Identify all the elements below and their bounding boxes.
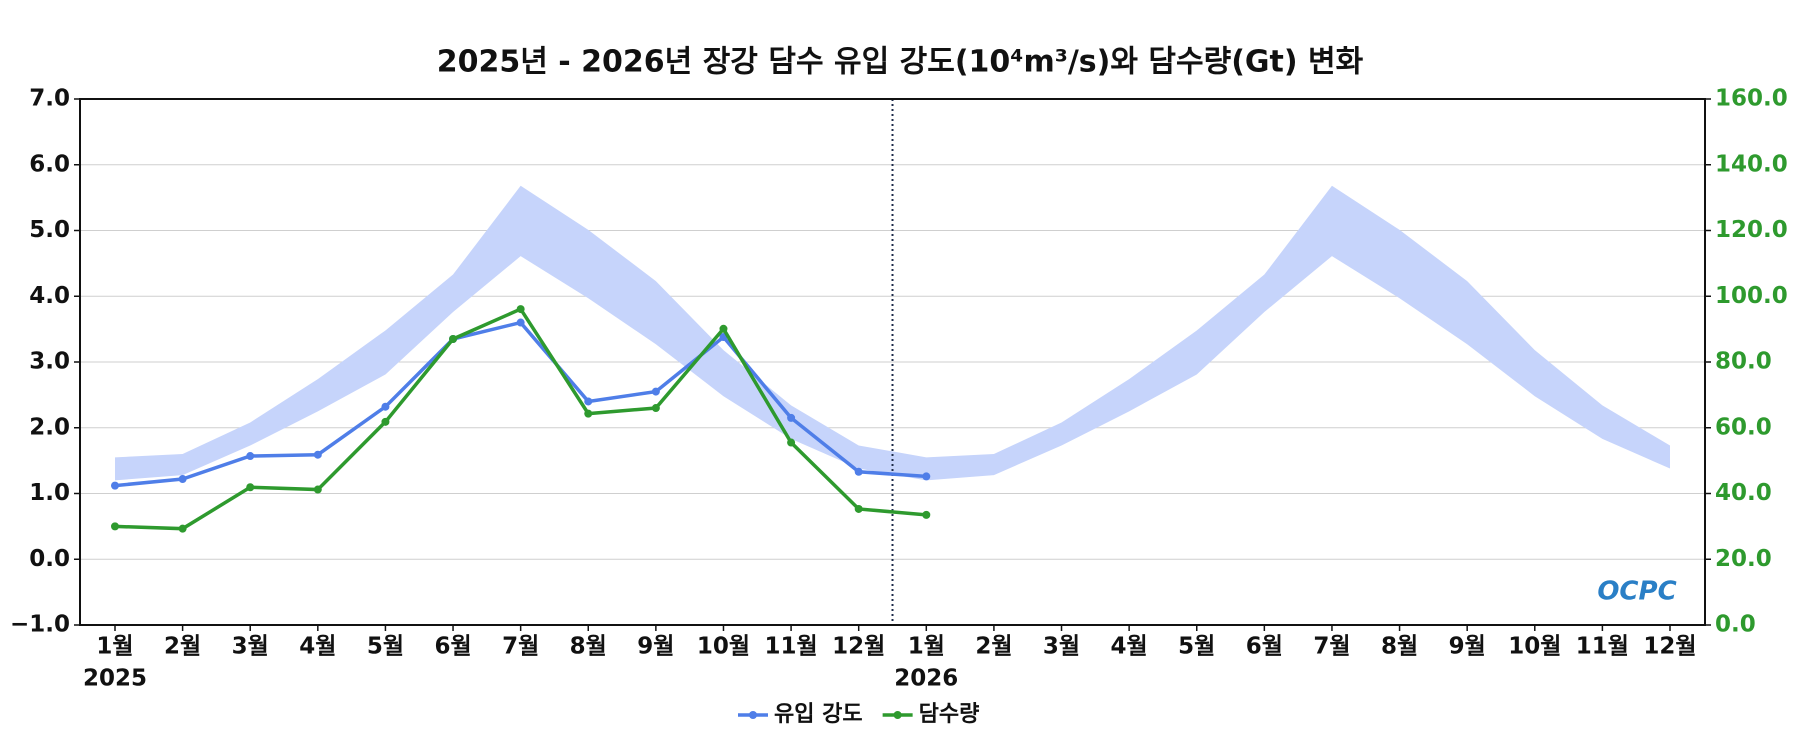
series-point bbox=[651, 387, 660, 396]
series-point bbox=[516, 305, 525, 314]
x-tick-label: 3월 bbox=[1043, 634, 1080, 660]
x-tick-label: 4월 bbox=[1111, 634, 1148, 660]
series-line bbox=[114, 320, 927, 488]
x-tick-label: 10월 bbox=[697, 634, 750, 660]
series-point bbox=[178, 524, 187, 533]
series-point bbox=[922, 472, 931, 481]
series-point bbox=[381, 402, 390, 411]
x-tick-label: 10월 bbox=[1508, 634, 1561, 660]
legend-label: 담수량 bbox=[919, 702, 980, 727]
series-point bbox=[787, 413, 796, 422]
x-tick-label: 1월 bbox=[96, 634, 133, 660]
x-tick-label: 7월 bbox=[1313, 634, 1350, 660]
y2-tick-label: 0.0 bbox=[1715, 612, 1756, 638]
chart-title: 2025년 - 2026년 장강 담수 유입 강도(10⁴m³/s)와 담수량(… bbox=[437, 45, 1364, 80]
series-point bbox=[111, 522, 119, 531]
series-point bbox=[381, 417, 390, 426]
x-tick-label: 11월 bbox=[1576, 634, 1629, 660]
x-tick-label: 2월 bbox=[975, 634, 1012, 660]
y-tick-label: 2.0 bbox=[29, 414, 70, 440]
x-tick-label: 5월 bbox=[367, 634, 404, 660]
y-tick-label: −1.0 bbox=[10, 612, 70, 638]
x-tick-label: 1월 bbox=[908, 634, 945, 660]
x-tick-label: 12월 bbox=[832, 634, 885, 660]
series-point bbox=[516, 318, 525, 327]
y2-tick-label: 160.0 bbox=[1715, 86, 1788, 112]
series-point bbox=[313, 485, 322, 494]
legend-marker bbox=[893, 711, 902, 719]
y-tick-label: 3.0 bbox=[29, 349, 70, 375]
x-tick-label: 4월 bbox=[299, 634, 336, 660]
x-tick-label: 12월 bbox=[1643, 634, 1696, 660]
y2-tick-label: 60.0 bbox=[1715, 414, 1772, 440]
y-tick-label: 0.0 bbox=[29, 546, 70, 572]
series-point bbox=[854, 504, 863, 513]
y-tick-label: 5.0 bbox=[29, 217, 70, 243]
series-point bbox=[651, 404, 660, 413]
x-tick-label: 9월 bbox=[637, 634, 674, 660]
y2-tick-label: 100.0 bbox=[1715, 283, 1788, 309]
series-point bbox=[246, 452, 255, 461]
y-tick-label: 6.0 bbox=[29, 151, 70, 177]
x-tick-label: 11월 bbox=[765, 634, 818, 660]
series-point bbox=[313, 450, 322, 459]
series-point bbox=[922, 510, 931, 519]
y2-tick-label: 40.0 bbox=[1715, 480, 1772, 506]
y2-tick-label: 120.0 bbox=[1715, 217, 1788, 243]
series-point bbox=[449, 334, 458, 343]
watermark: OCPC bbox=[1597, 577, 1676, 607]
series-point bbox=[111, 481, 119, 490]
legend-label: 유입 강도 bbox=[774, 702, 863, 727]
year-label: 2025 bbox=[83, 666, 147, 692]
series-point bbox=[178, 475, 187, 484]
x-tick-label: 3월 bbox=[232, 634, 269, 660]
y2-tick-label: 20.0 bbox=[1715, 546, 1772, 572]
range-band bbox=[115, 185, 1670, 481]
legend-marker bbox=[749, 711, 757, 719]
plot-frame bbox=[79, 98, 1706, 626]
series-point bbox=[246, 483, 255, 492]
series-point bbox=[787, 438, 796, 447]
x-tick-label: 6월 bbox=[434, 634, 471, 660]
y-tick-label: 4.0 bbox=[29, 283, 70, 309]
x-tick-label: 5월 bbox=[1178, 634, 1215, 660]
series-point bbox=[584, 397, 593, 406]
x-tick-label: 6월 bbox=[1246, 634, 1283, 660]
series-point bbox=[584, 409, 593, 418]
x-tick-label: 8월 bbox=[1381, 634, 1418, 660]
y-tick-label: 1.0 bbox=[29, 480, 70, 506]
x-tick-label: 8월 bbox=[570, 634, 607, 660]
x-tick-label: 7월 bbox=[502, 634, 539, 660]
series-point bbox=[854, 467, 863, 476]
year-label: 2026 bbox=[894, 666, 958, 692]
x-tick-label: 9월 bbox=[1449, 634, 1486, 660]
y2-tick-label: 80.0 bbox=[1715, 349, 1772, 375]
y-tick-label: 7.0 bbox=[29, 86, 70, 112]
y2-tick-label: 140.0 bbox=[1715, 151, 1788, 177]
x-tick-label: 2월 bbox=[164, 634, 201, 660]
series-point bbox=[719, 324, 728, 333]
